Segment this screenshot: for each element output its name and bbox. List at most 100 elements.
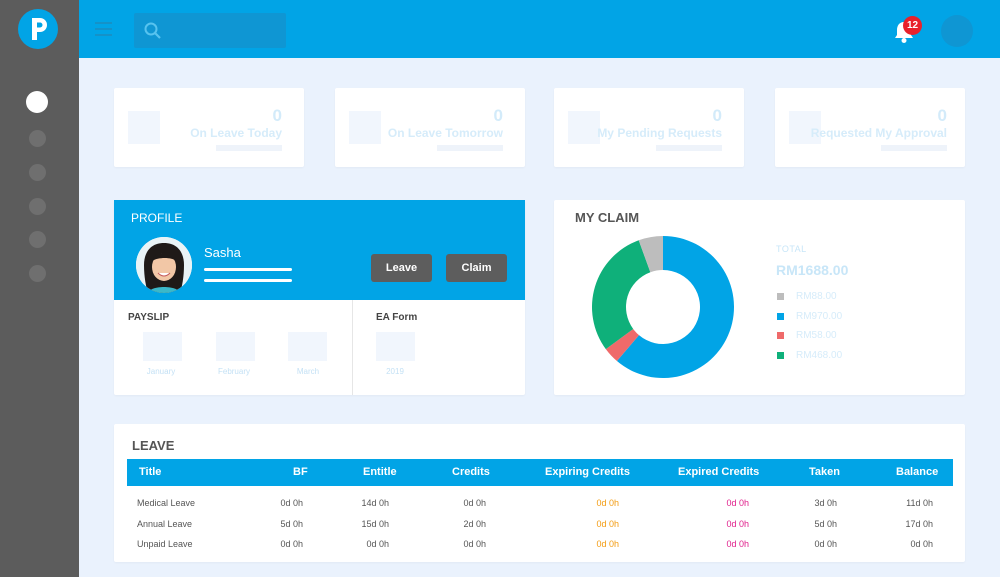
cell-expired: 0d 0h [726, 539, 749, 549]
sidebar-nav-dot[interactable] [29, 130, 46, 147]
legend-swatch [777, 332, 784, 339]
table-row[interactable]: Annual Leave 5d 0h 15d 0h 2d 0h 0d 0h 0d… [127, 519, 953, 533]
cell-entitle: 14d 0h [361, 498, 389, 508]
cell-credits: 0d 0h [463, 539, 486, 549]
stat-label: Requested My Approval [810, 126, 947, 140]
stat-bar [881, 145, 947, 151]
claim-total-label: TOTAL [776, 244, 807, 254]
search-input[interactable] [134, 13, 286, 48]
col-header-expired-credits: Expired Credits [678, 466, 760, 478]
col-header-credits: Credits [452, 466, 490, 478]
cell-expired: 0d 0h [726, 519, 749, 529]
legend-swatch [777, 352, 784, 359]
profile-name-bar [204, 268, 292, 271]
sidebar-nav-dot[interactable] [29, 231, 46, 248]
stat-bar [437, 145, 503, 151]
sidebar-nav-dot[interactable] [29, 265, 46, 282]
legend-label: RM970.00 [796, 311, 843, 322]
payslip-february-label[interactable]: February [217, 367, 250, 376]
top-bar: 12 [79, 0, 1000, 58]
profile-title: PROFILE [131, 211, 183, 225]
payslip-january-label[interactable]: January [146, 367, 176, 376]
payslip-january-thumb[interactable] [143, 332, 182, 361]
stat-card-requested-approval[interactable]: 0 Requested My Approval [775, 88, 965, 167]
payslip-march-thumb[interactable] [288, 332, 327, 361]
cell-bf: 0d 0h [280, 498, 303, 508]
stat-bar [656, 145, 722, 151]
cell-bf: 0d 0h [280, 539, 303, 549]
search-icon [144, 22, 161, 39]
legend-label: RM88.00 [796, 291, 837, 302]
cell-taken: 3d 0h [814, 498, 837, 508]
ea-form-title: EA Form [376, 312, 418, 323]
leave-button[interactable]: Leave [371, 254, 432, 282]
notification-bell[interactable]: 12 [892, 16, 922, 45]
stat-value: 0 [937, 106, 947, 125]
avatar [136, 237, 192, 293]
ea-form-year-label[interactable]: 2019 [386, 367, 404, 376]
stat-icon [789, 111, 821, 144]
col-header-entitle: Entitle [363, 466, 397, 478]
leave-table-header: Title BF Entitle Credits Expiring Credit… [127, 459, 953, 486]
sidebar-nav-dot[interactable] [29, 198, 46, 215]
cell-bf: 5d 0h [280, 519, 303, 529]
table-row[interactable]: Unpaid Leave 0d 0h 0d 0h 0d 0h 0d 0h 0d … [127, 539, 953, 553]
stat-label: On Leave Tomorrow [387, 126, 503, 140]
legend-swatch [777, 293, 784, 300]
stat-value: 0 [493, 106, 503, 125]
profile-divider [352, 300, 353, 395]
col-header-bf: BF [293, 466, 308, 478]
cell-credits: 2d 0h [463, 519, 486, 529]
col-header-expiring-credits: Expiring Credits [545, 466, 630, 478]
leave-card: LEAVE Title BF Entitle Credits Expiring … [114, 424, 965, 562]
stat-icon [568, 111, 600, 144]
cell-entitle: 0d 0h [366, 539, 389, 549]
hamburger-menu-icon[interactable] [95, 22, 112, 36]
donut-slice-rm46800 [592, 240, 651, 350]
profile-name: Sasha [204, 245, 241, 260]
donut-slice-rm5800 [605, 328, 639, 362]
claim-title: MY CLAIM [575, 210, 640, 225]
profile-detail-bar [204, 279, 292, 282]
cell-expiring: 0d 0h [596, 539, 619, 549]
cell-title: Unpaid Leave [137, 539, 193, 549]
stat-label: On Leave Today [190, 126, 282, 140]
cell-title: Annual Leave [137, 519, 193, 529]
payslip-february-thumb[interactable] [216, 332, 255, 361]
claim-total-value: RM1688.00 [776, 262, 849, 278]
claim-donut-chart [592, 236, 734, 378]
stat-card-on-leave-tomorrow[interactable]: 0 On Leave Tomorrow [335, 88, 525, 167]
legend-label: RM468.00 [796, 350, 843, 361]
stat-card-on-leave-today[interactable]: 0 On Leave Today [114, 88, 304, 167]
col-header-taken: Taken [809, 466, 840, 478]
cell-taken: 0d 0h [814, 539, 837, 549]
table-row[interactable]: Medical Leave 0d 0h 14d 0h 0d 0h 0d 0h 0… [127, 498, 953, 512]
cell-balance: 17d 0h [905, 519, 933, 529]
cell-title: Medical Leave [137, 498, 196, 508]
col-header-balance: Balance [896, 466, 939, 478]
sidebar-nav-dot-active[interactable] [26, 91, 48, 113]
cell-taken: 5d 0h [814, 519, 837, 529]
stat-value: 0 [272, 106, 282, 125]
sidebar [0, 0, 79, 577]
cell-entitle: 15d 0h [361, 519, 389, 529]
donut-slice-rm97000 [616, 236, 734, 378]
stat-icon [349, 111, 381, 144]
cell-balance: 11d 0h [906, 498, 933, 508]
sidebar-nav-dot[interactable] [29, 164, 46, 181]
cell-expiring: 0d 0h [596, 519, 619, 529]
legend-swatch [777, 313, 784, 320]
cell-expired: 0d 0h [726, 498, 749, 508]
cell-balance: 0d 0h [910, 539, 933, 549]
payslip-march-label[interactable]: March [296, 367, 320, 376]
app-logo-icon[interactable] [18, 9, 58, 49]
stat-bar [216, 145, 282, 151]
stat-value: 0 [712, 106, 722, 125]
stat-label: My Pending Requests [597, 126, 722, 140]
stat-card-pending-requests[interactable]: 0 My Pending Requests [554, 88, 744, 167]
user-avatar[interactable] [941, 15, 973, 47]
claim-button[interactable]: Claim [446, 254, 507, 282]
leave-title: LEAVE [132, 438, 175, 453]
stat-icon [128, 111, 160, 144]
ea-form-2019-thumb[interactable] [376, 332, 415, 361]
